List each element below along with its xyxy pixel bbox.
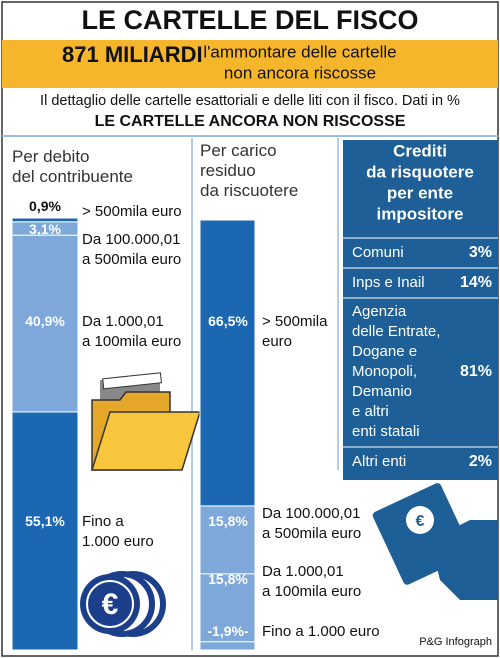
value-label: 3,1% [29,221,61,237]
coins-icon: € [80,571,166,637]
amount: 871 MILIARDI [62,42,203,67]
value-label: 15,8% [208,513,248,529]
bar-segment [199,641,256,651]
table-title: Crediti da risquotere per ente impositore [366,142,474,224]
category-label: Da 100.000,01 a 500mila euro [82,231,181,268]
bar-segment [199,505,256,575]
bar-segment [11,411,79,651]
subtitle: Il dettaglio delle cartelle esattoriali … [40,93,460,109]
title: LE CARTELLE DEL FISCO [81,5,418,35]
category-label: Da 1.000,01 a 100mila euro [262,563,361,600]
section-title: LE CARTELLE ANCORA NON RISCOSSE [95,113,406,130]
value-label: 15,8% [208,571,248,587]
table-box [343,140,498,480]
value-label: 55,1% [25,513,65,529]
svg-text:€: € [416,513,425,530]
payment-icon: € [372,483,498,600]
row-label: Comuni [352,244,404,261]
category-label: Da 1.000,01 a 100mila euro [82,313,181,350]
value-label: -1,9%- [207,623,249,639]
row-value: 14% [460,274,492,291]
value-label: 40,9% [25,313,65,329]
credit: P&G Infograph [419,636,492,648]
row-label: Altri enti [352,453,406,470]
value-label: 0,9% [29,198,61,214]
row-label: Inps e Inail [352,274,425,291]
bar-segment [199,219,256,507]
category-label: > 500mila euro [82,203,182,220]
category-label: > 500mila euro [262,313,328,350]
bar-segment [11,234,79,413]
category-label: Fino a 1.000 euro [82,513,154,550]
folder-icon [90,372,202,471]
value-label: 66,5% [208,313,248,329]
chart-title: Per carico residuo da riscuotere [200,141,298,200]
row-value: 3% [469,244,492,261]
category-label: Fino a 1.000 euro [262,623,380,640]
row-value: 2% [469,453,492,470]
row-value: 81% [460,363,492,380]
amount-band [2,40,498,88]
chart-title: Per debito del contribuente [12,147,133,186]
amount-note: l'ammontare delle cartelle non ancora ris… [203,43,396,83]
row-label: Agenzia delle Entrate, Dogane e Monopoli, De… [352,303,440,440]
category-label: Da 100.000,01 a 500mila euro [262,505,361,542]
svg-text:€: € [102,588,119,621]
